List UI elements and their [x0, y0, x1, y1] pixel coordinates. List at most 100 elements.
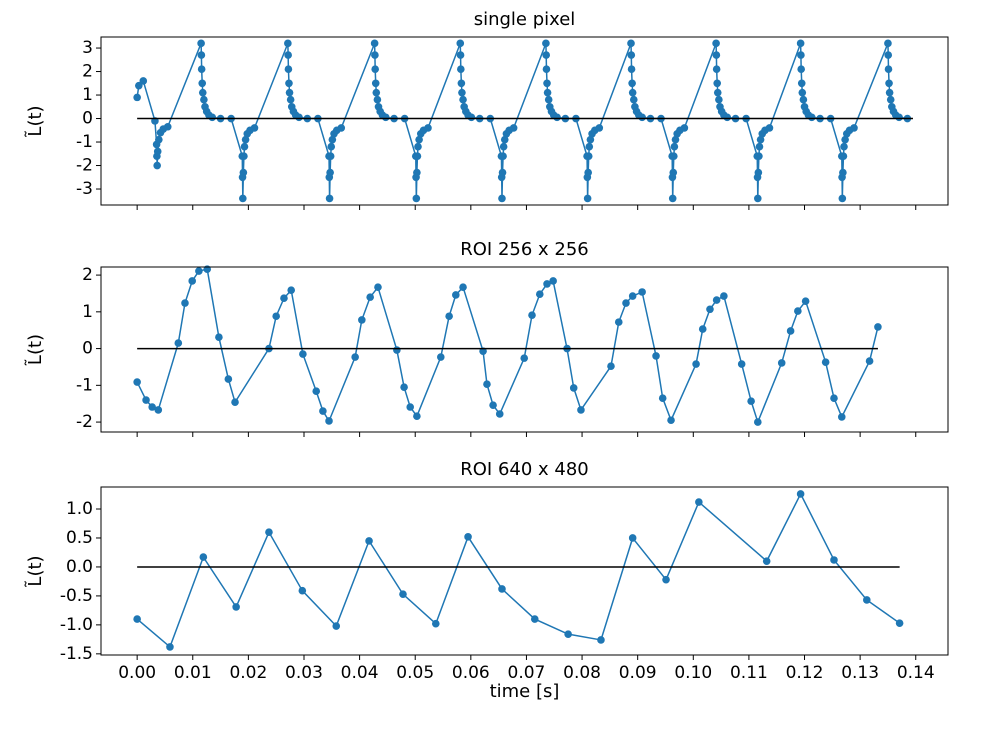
data-point	[208, 113, 217, 122]
data-point	[585, 142, 594, 151]
y-tick-label: 1	[82, 302, 93, 322]
data-point	[839, 152, 848, 160]
x-tick-label: 0.09	[619, 663, 657, 683]
data-point	[638, 113, 646, 122]
x-tick-label: 0.08	[563, 663, 601, 683]
data-point	[755, 152, 763, 160]
data-point	[286, 95, 295, 104]
data-point	[607, 362, 615, 371]
data-point	[669, 168, 678, 177]
data-point	[520, 354, 529, 362]
data-point	[312, 387, 321, 396]
data-point	[456, 51, 465, 59]
y-tick-label: -1.0	[60, 615, 93, 635]
data-point	[658, 394, 667, 402]
data-point	[198, 79, 207, 88]
data-point	[239, 168, 248, 177]
y-tick-label: -1	[76, 375, 93, 395]
data-point	[885, 88, 894, 97]
data-point	[671, 135, 680, 144]
data-point	[895, 619, 904, 627]
data-point	[564, 630, 572, 638]
data-line	[136, 268, 879, 425]
data-point	[553, 113, 561, 122]
data-point	[584, 152, 593, 160]
data-point	[628, 534, 637, 542]
data-point	[393, 346, 401, 354]
data-point	[299, 350, 307, 358]
data-point	[284, 39, 292, 48]
data-point	[652, 352, 660, 360]
x-tick-label: 0.01	[174, 663, 212, 683]
data-point	[628, 88, 637, 97]
data-point	[528, 311, 536, 319]
data-point	[181, 299, 189, 307]
data-point	[240, 142, 249, 151]
data-point	[821, 358, 830, 366]
x-tick-label: 0.13	[841, 663, 879, 683]
data-point	[459, 95, 467, 104]
data-point	[148, 403, 156, 411]
data-point	[437, 353, 445, 361]
data-point	[884, 65, 893, 73]
data-point	[865, 357, 874, 365]
data-point	[371, 79, 380, 88]
data-point	[457, 79, 466, 88]
data-point	[406, 403, 415, 411]
data-point	[695, 498, 703, 506]
data-point	[796, 490, 805, 498]
data-point	[840, 142, 848, 151]
data-point	[142, 396, 150, 404]
data-point	[597, 636, 605, 644]
data-point	[838, 194, 847, 203]
data-point	[755, 142, 764, 151]
data-point	[358, 316, 366, 324]
data-point	[200, 95, 208, 104]
data-point	[543, 88, 552, 97]
data-point	[174, 339, 183, 347]
data-point	[668, 194, 677, 203]
data-point	[801, 297, 810, 305]
data-point	[583, 194, 592, 203]
data-point	[231, 398, 239, 407]
data-point	[374, 283, 382, 292]
data-point	[670, 142, 679, 151]
data-point	[285, 79, 293, 88]
data-point	[467, 113, 476, 122]
data-point	[509, 124, 518, 132]
data-point	[319, 407, 327, 415]
data-point	[544, 95, 553, 104]
data-point	[414, 142, 422, 151]
data-point	[586, 135, 595, 144]
data-point	[614, 318, 623, 326]
data-point	[627, 51, 636, 59]
data-point	[777, 359, 786, 367]
data-point	[786, 327, 795, 335]
data-point	[798, 88, 807, 97]
data-point	[629, 95, 638, 104]
data-point	[153, 147, 162, 156]
plot-frame	[100, 36, 949, 206]
y-tick-label: 0	[82, 339, 93, 359]
data-point	[720, 292, 728, 300]
data-point	[884, 51, 893, 59]
data-point	[638, 288, 646, 296]
data-point	[754, 418, 762, 426]
data-point	[796, 39, 805, 48]
data-point	[495, 410, 504, 418]
plot-frame	[100, 486, 949, 656]
data-point	[713, 88, 722, 97]
data-point	[232, 603, 240, 611]
data-point	[622, 299, 630, 307]
data-point	[830, 556, 838, 564]
data-point	[241, 135, 250, 144]
data-point	[459, 283, 467, 292]
data-point	[328, 135, 337, 144]
data-point	[584, 168, 592, 177]
data-point	[400, 383, 408, 391]
data-point	[628, 292, 637, 300]
x-tick-label: 0.06	[452, 663, 490, 683]
data-point	[452, 291, 460, 299]
y-tick-label: 3	[82, 38, 93, 58]
data-point	[133, 93, 141, 102]
